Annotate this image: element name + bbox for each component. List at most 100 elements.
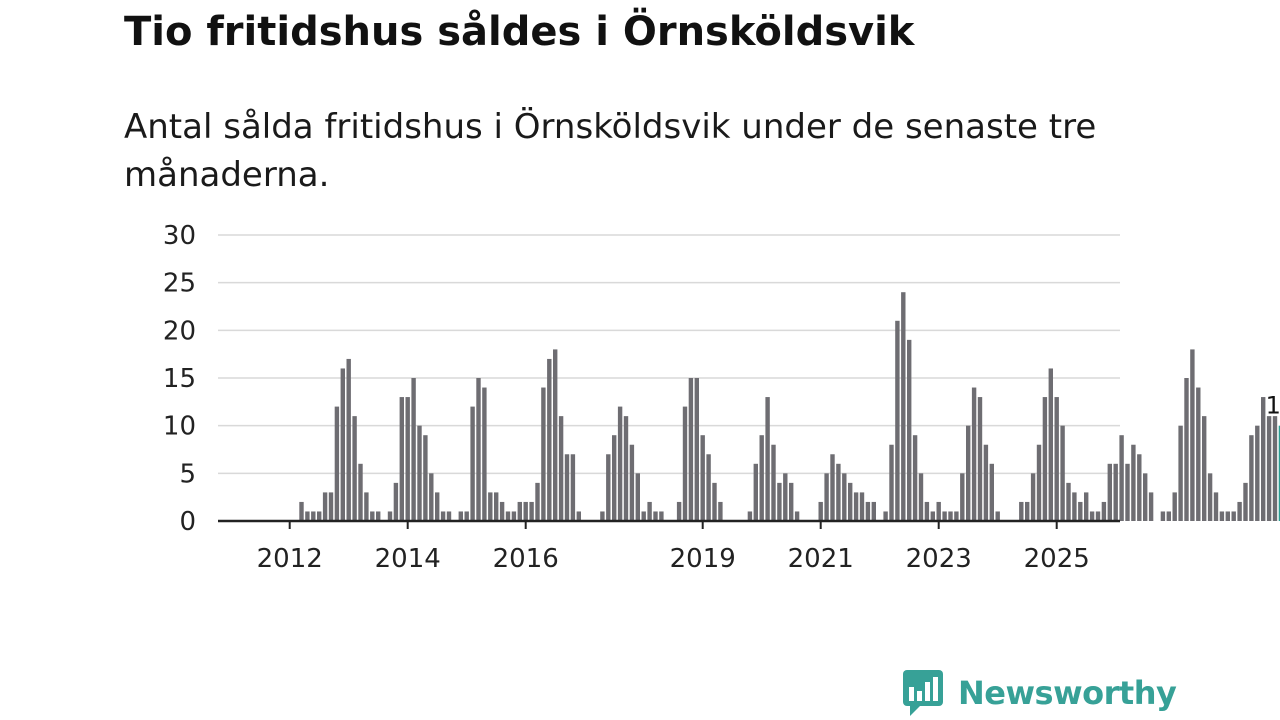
bar [694,378,699,521]
bar [488,492,493,521]
bar [529,501,534,521]
bar [1107,463,1112,521]
bar [1060,425,1065,521]
bar [576,511,581,521]
bar [305,511,310,521]
bar [1196,387,1201,521]
bar [1054,397,1059,521]
bar [1084,492,1089,521]
bar [458,511,463,521]
bar [1166,511,1171,521]
bar [966,425,971,521]
bar [435,492,440,521]
bar [907,339,912,521]
x-tick-label: 2016 [493,544,559,574]
bar [482,387,487,521]
bar [511,511,517,521]
bar [1148,492,1154,521]
bar [393,482,399,521]
bar [1048,368,1053,521]
bar [759,435,764,521]
bar [688,378,694,521]
bar [718,501,723,521]
x-tick-label: 2014 [375,544,441,574]
bar [346,358,351,521]
bar [1219,511,1225,521]
bar [1213,492,1219,521]
bar [1072,492,1077,521]
bar [352,416,357,521]
y-tick-label: 15 [163,364,196,394]
x-tick-label: 2012 [257,544,323,574]
bar [612,435,617,521]
bar [606,454,611,521]
bar [971,387,977,521]
x-tick-label: 2021 [788,544,854,574]
bar [1119,435,1124,521]
bar [505,511,511,521]
bar [1131,444,1136,521]
bar [364,492,369,521]
bar [494,492,499,521]
chart-title: Tio fritidshus såldes i Örnsköldsvik [124,9,915,55]
bar [311,511,316,521]
y-tick-label: 20 [163,316,196,346]
bar [924,501,930,521]
bar [930,511,935,521]
bar [464,511,469,521]
bar [889,444,894,521]
bar [794,511,800,521]
bar [328,492,334,521]
bar [1231,511,1236,521]
bar [423,435,428,521]
bar [340,368,345,521]
bar [848,482,853,521]
bar [706,454,711,521]
bar [983,444,989,521]
bar [883,511,888,521]
bar [564,454,570,521]
bar [1019,501,1024,521]
bar [659,511,664,521]
bar [1178,425,1183,521]
x-tick-label: 2023 [906,544,972,574]
bar [676,501,682,521]
bar [1078,501,1083,521]
bar [1272,416,1278,521]
bar [1066,482,1071,521]
bar [334,406,340,521]
bar [1243,482,1248,521]
bar [865,501,871,521]
bar [1261,397,1266,521]
bar [859,492,865,521]
bar [1042,397,1048,521]
bar [553,349,558,521]
bar [1266,416,1272,521]
highlight-value-label: 10 [1266,392,1280,420]
bar [901,292,906,521]
bar [517,501,522,521]
bar [1225,511,1230,521]
bar [995,511,1000,521]
bar [1036,444,1042,521]
bar [918,473,924,521]
bar [358,463,363,521]
bar [842,473,847,521]
bar [1249,435,1254,521]
bar [1202,416,1207,521]
bar [948,511,953,521]
bar [1101,501,1107,521]
bar [895,320,900,521]
bar [541,387,546,521]
bar [629,444,635,521]
bar [818,501,823,521]
bar [777,482,782,521]
y-tick-label: 10 [163,412,196,442]
bar [712,482,717,521]
bar [989,463,994,521]
chart-subtitle: Antal sålda fritidshus i Örnsköldsvik un… [124,107,1097,195]
bar [853,492,859,521]
bar [1025,501,1030,521]
bar [376,511,381,521]
bar [317,511,322,521]
